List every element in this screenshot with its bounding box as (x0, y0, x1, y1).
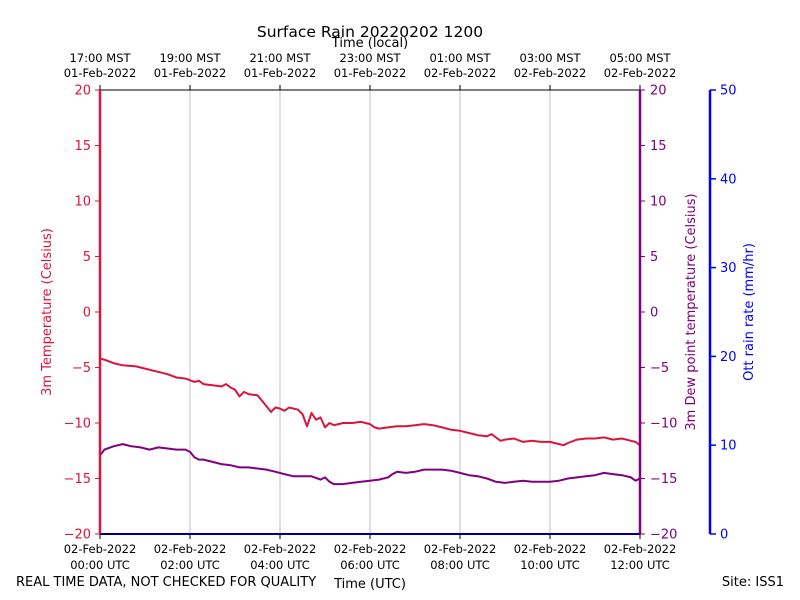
bottom-x-tick-time: 02:00 UTC (160, 558, 220, 572)
top-x-tick-date: 01-Feb-2022 (244, 66, 317, 80)
left-y-tick-label: −15 (64, 472, 91, 487)
top-x-tick-date: 02-Feb-2022 (514, 66, 587, 80)
bottom-x-tick-date: 02-Feb-2022 (604, 542, 677, 556)
right-y-tick-label: 0 (650, 306, 658, 321)
rain-axis-tick-label: 10 (720, 439, 737, 454)
temperature-line (99, 357, 641, 447)
left-y-tick-label: −20 (64, 528, 91, 543)
right-y-tick-label: −15 (650, 472, 677, 487)
rain-axis-tick-label: 30 (720, 261, 737, 276)
x-axis-label: Time (UTC) (333, 577, 406, 592)
grid-layer (189, 90, 551, 534)
top-x-tick-time: 17:00 MST (69, 51, 131, 65)
right-y-tick-label: −20 (650, 528, 677, 543)
chart-title: Surface Rain 20220202 1200 (257, 23, 483, 41)
bottom-x-tick-date: 02-Feb-2022 (64, 542, 137, 556)
top-x-tick-date: 01-Feb-2022 (334, 66, 407, 80)
right-y-tick-label: −5 (650, 361, 669, 376)
dewpoint-line (99, 443, 641, 486)
quality-note: REAL TIME DATA, NOT CHECKED FOR QUALITY (16, 575, 317, 590)
bottom-x-tick-date: 02-Feb-2022 (244, 542, 317, 556)
top-x-tick-time: 23:00 MST (339, 51, 401, 65)
bottom-x-tick-time: 08:00 UTC (430, 558, 490, 572)
bottom-x-tick-time: 04:00 UTC (250, 558, 310, 572)
right-y-tick-label: 15 (650, 139, 667, 154)
rain-axis-label: Ott rain rate (mm/hr) (742, 243, 757, 381)
site-label: Site: ISS1 (721, 575, 784, 590)
top-axis-label: Time (local) (331, 36, 408, 51)
right-y-tick-label: −10 (650, 417, 677, 432)
top-x-tick-time: 01:00 MST (429, 51, 491, 65)
bottom-x-tick-date: 02-Feb-2022 (334, 542, 407, 556)
bottom-x-tick-time: 10:00 UTC (520, 558, 580, 572)
top-x-tick-time: 21:00 MST (249, 51, 311, 65)
top-x-tick-date: 02-Feb-2022 (604, 66, 677, 80)
left-y-tick-label: −10 (64, 417, 91, 432)
rain-axis-tick-label: 50 (720, 84, 737, 99)
top-x-tick-date: 01-Feb-2022 (64, 66, 137, 80)
right-y-axis-label: 3m Dew point temperature (Celsius) (684, 193, 699, 430)
top-x-tick-date: 02-Feb-2022 (424, 66, 497, 80)
left-y-tick-label: 5 (83, 250, 91, 265)
top-x-tick-time: 19:00 MST (159, 51, 221, 65)
bottom-x-tick-date: 02-Feb-2022 (514, 542, 587, 556)
bottom-x-tick-date: 02-Feb-2022 (424, 542, 497, 556)
bottom-x-tick-time: 12:00 UTC (610, 558, 670, 572)
bottom-x-tick-time: 06:00 UTC (340, 558, 400, 572)
axes-layer (95, 85, 716, 539)
bottom-x-tick-date: 02-Feb-2022 (154, 542, 227, 556)
right-y-tick-label: 5 (650, 250, 658, 265)
left-y-axis-label: 3m Temperature (Celsius) (40, 228, 55, 396)
left-y-tick-label: 15 (74, 139, 91, 154)
bottom-x-tick-time: 00:00 UTC (70, 558, 130, 572)
top-x-tick-date: 01-Feb-2022 (154, 66, 227, 80)
rain-axis-tick-label: 0 (720, 528, 728, 543)
right-y-tick-label: 10 (650, 195, 667, 210)
left-y-tick-label: −5 (72, 361, 91, 376)
rain-axis-tick-label: 40 (720, 172, 737, 187)
top-x-tick-time: 03:00 MST (519, 51, 581, 65)
left-y-tick-label: 10 (74, 195, 91, 210)
left-y-tick-label: 20 (74, 84, 91, 99)
top-x-tick-time: 05:00 MST (609, 51, 671, 65)
left-y-tick-label: 0 (83, 306, 91, 321)
rain-axis-tick-label: 20 (720, 350, 737, 365)
right-y-tick-label: 20 (650, 84, 667, 99)
